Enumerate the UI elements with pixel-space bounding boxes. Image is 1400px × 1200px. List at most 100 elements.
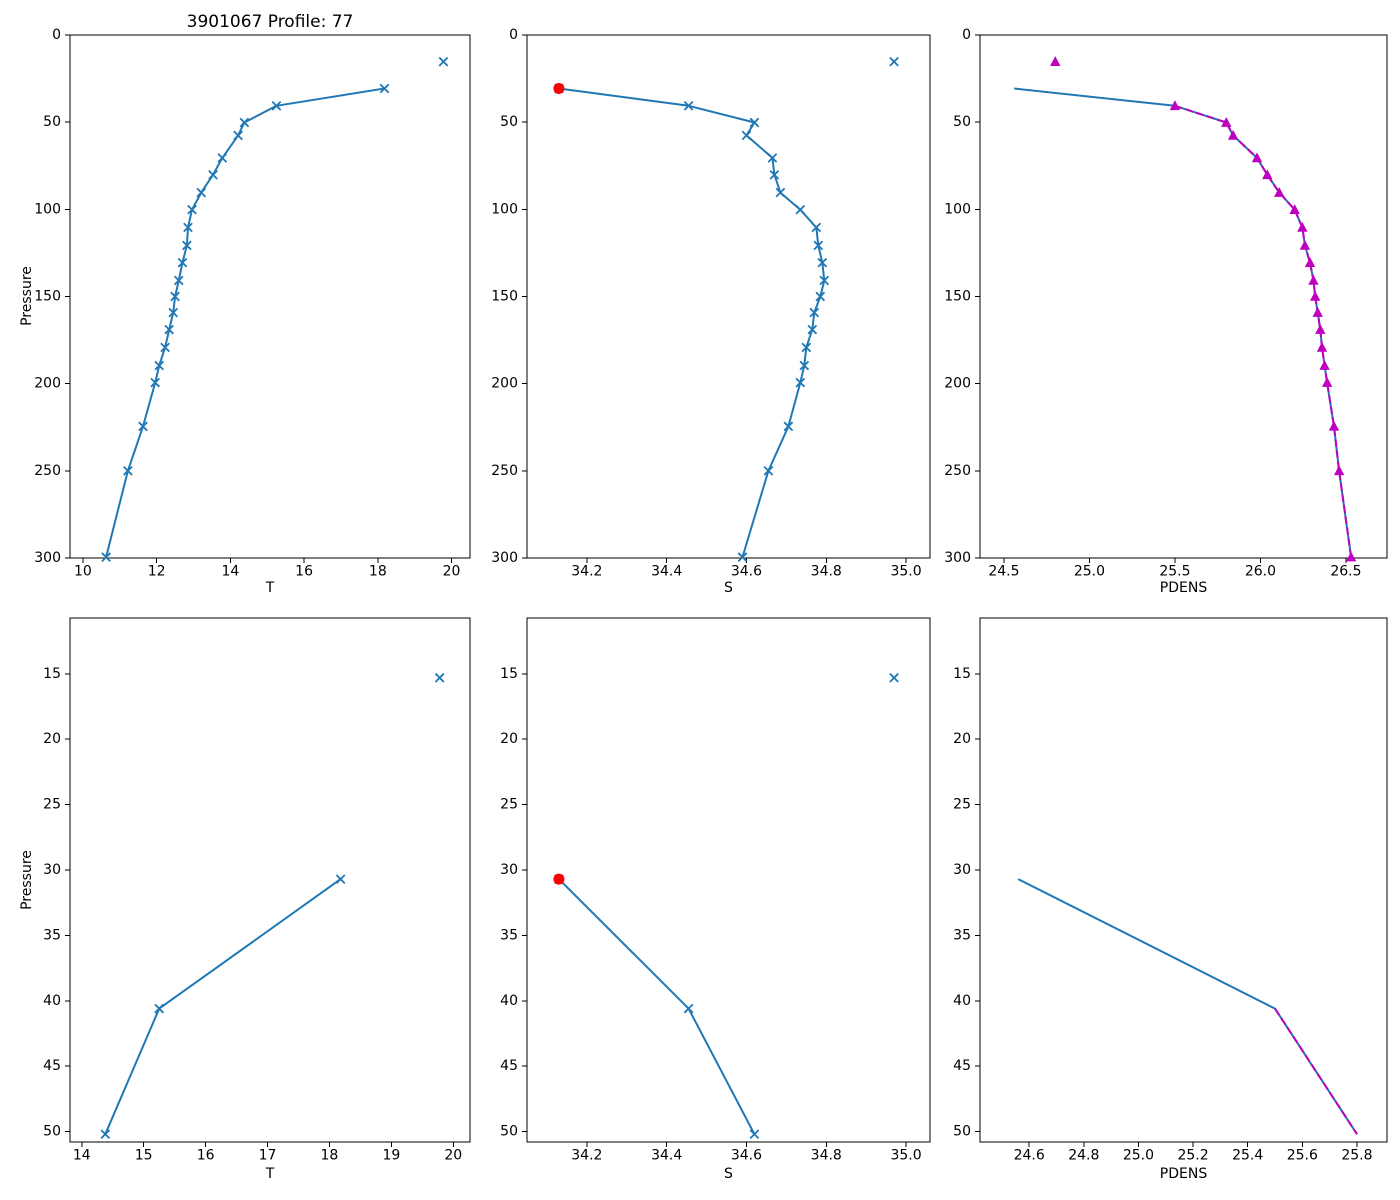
y-tick-label: 150: [491, 289, 518, 305]
y-tick-label: 45: [43, 1058, 61, 1074]
x-tick-label: 20: [443, 564, 461, 580]
y-tick-label: 50: [43, 114, 61, 130]
x-tick-label: 34.6: [731, 564, 762, 580]
x-tick-label: 25.0: [1123, 1148, 1154, 1164]
y-tick-label: 30: [953, 862, 971, 878]
x-tick-label: 15: [135, 1148, 153, 1164]
y-tick-label: 200: [944, 376, 971, 392]
y-tick-label: 25: [953, 797, 971, 813]
t-upper-profile-markers: [100, 874, 346, 1139]
xlabel-pdens-top: PDENS: [1159, 580, 1208, 596]
x-tick-label: 34.4: [651, 564, 682, 580]
y-ticks: 15 20 25 30 35 40 45 50: [953, 666, 980, 1140]
axes-box: [526, 34, 931, 559]
pdens-upper-blue-line: [1017, 878, 1358, 1135]
x-tick-label: 34.6: [731, 1148, 762, 1164]
x-ticks: 34.2 34.4 34.6 34.8 35.0: [571, 1142, 922, 1164]
y-tick-label: 25: [500, 797, 518, 813]
axes-box: [979, 34, 1388, 559]
x-tick-label: 34.8: [811, 1148, 842, 1164]
x-tick-label: 26.0: [1245, 564, 1276, 580]
subplot-pdens-full: 24.5 25.0 25.5 26.0 26.5 0 50 100 150 200 250 300: [944, 27, 1388, 580]
x-ticks: 24.6 24.8 25.0 25.2 25.4 25.6 25.8: [1014, 1142, 1373, 1164]
y-tick-label: 100: [944, 201, 971, 217]
y-tick-label: 50: [953, 114, 971, 130]
t-upper-profile-line: [104, 878, 342, 1135]
t-surface-point-markers: [438, 56, 449, 67]
x-tick-label: 19: [382, 1148, 400, 1164]
axes-box: [69, 617, 471, 1143]
y-ticks: 0 50 100 150 200 250 300: [34, 27, 70, 566]
y-tick-label: 15: [500, 666, 518, 682]
s-upper-surface-point-markers: [889, 672, 899, 683]
y-tick-label: 50: [953, 1124, 971, 1140]
y-tick-label: 30: [500, 862, 518, 878]
y-tick-label: 0: [52, 27, 61, 43]
t-upper-surface-point-markers: [434, 672, 445, 683]
x-tick-label: 25.5: [1159, 564, 1190, 580]
s-profile-markers: [554, 83, 830, 562]
pdens-surface-point-markers: [1050, 56, 1061, 66]
y-tick-label: 35: [43, 927, 61, 943]
pdens-upper-magenta-line: [1274, 1008, 1358, 1135]
t-profile-line: [105, 87, 385, 558]
x-tick-label: 20: [444, 1148, 462, 1164]
y-ticks: 0 50 100 150 200 250 300: [944, 27, 980, 566]
y-tick-label: 0: [962, 27, 971, 43]
x-tick-label: 25.4: [1232, 1148, 1263, 1164]
y-tick-label: 200: [34, 376, 61, 392]
t-profile-markers: [101, 83, 390, 562]
y-tick-label: 45: [953, 1058, 971, 1074]
y-tick-label: 20: [43, 731, 61, 747]
y-tick-label: 300: [944, 550, 971, 566]
y-tick-label: 150: [944, 289, 971, 305]
y-tick-label: 40: [953, 993, 971, 1009]
ylabel-pressure-bottom: Pressure: [19, 850, 35, 910]
x-tick-label: 25.2: [1177, 1148, 1208, 1164]
subplot-pdens-upper: 24.6 24.8 25.0 25.2 25.4 25.6 25.8 15 20 25 30 35 40…: [953, 617, 1388, 1164]
y-tick-label: 25: [43, 797, 61, 813]
y-ticks: 15 20 25 30 35 40 45 50: [43, 666, 70, 1140]
x-ticks: 24.5 25.0 25.5 26.0 26.5: [988, 558, 1362, 580]
y-tick-label: 50: [43, 1124, 61, 1140]
x-tick-label: 14: [73, 1148, 91, 1164]
x-tick-label: 18: [369, 564, 387, 580]
y-ticks: 15 20 25 30 35 40 45 50: [500, 666, 527, 1140]
x-tick-label: 24.5: [988, 564, 1019, 580]
y-tick-label: 50: [500, 1124, 518, 1140]
axes-box: [526, 617, 931, 1143]
subplot-s-upper: 34.2 34.4 34.6 34.8 35.0 15 20 25 30 35 40 45 50: [500, 617, 931, 1164]
y-tick-label: 50: [500, 114, 518, 130]
pdens-profile-magenta-line: [1174, 104, 1353, 558]
y-tick-label: 250: [491, 463, 518, 479]
x-tick-label: 17: [259, 1148, 277, 1164]
y-tick-label: 45: [500, 1058, 518, 1074]
x-tick-label: 16: [295, 564, 313, 580]
y-tick-label: 300: [34, 550, 61, 566]
plot-title: 3901067 Profile: 77: [186, 12, 354, 32]
y-tick-label: 250: [944, 463, 971, 479]
x-ticks: 14 15 16 17 18 19 20: [73, 1142, 462, 1164]
s-profile-line: [558, 87, 826, 558]
x-tick-label: 35.0: [890, 564, 921, 580]
y-tick-label: 100: [491, 201, 518, 217]
y-tick-label: 35: [500, 927, 518, 943]
s-upper-flagged-point-markers: [553, 873, 565, 885]
y-tick-label: 30: [43, 862, 61, 878]
x-tick-label: 14: [221, 564, 239, 580]
y-tick-label: 15: [953, 666, 971, 682]
x-tick-label: 34.2: [571, 564, 602, 580]
pdens-profile-blue-line: [1014, 87, 1353, 558]
x-tick-label: 10: [74, 564, 92, 580]
xlabel-t-top: T: [265, 580, 275, 596]
x-tick-label: 25.6: [1287, 1148, 1318, 1164]
x-tick-label: 25.0: [1074, 564, 1105, 580]
y-tick-label: 150: [34, 289, 61, 305]
xlabel-pdens-bottom: PDENS: [1159, 1166, 1208, 1182]
x-ticks: 10 12 14 16 18 20: [74, 558, 460, 580]
x-tick-label: 26.5: [1330, 564, 1361, 580]
y-tick-label: 40: [43, 993, 61, 1009]
y-tick-label: 35: [953, 927, 971, 943]
